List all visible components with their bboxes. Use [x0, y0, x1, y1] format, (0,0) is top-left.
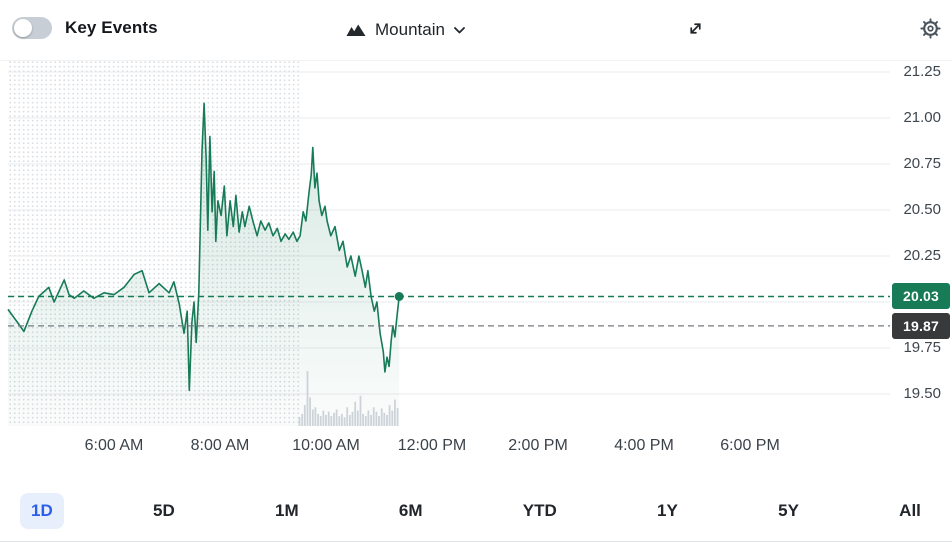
price-chart[interactable] [0, 61, 952, 433]
range-tab-1y[interactable]: 1Y [646, 493, 689, 529]
previous-close-badge: 19.87 [892, 313, 950, 339]
range-tab-1d[interactable]: 1D [20, 493, 64, 529]
x-axis-label: 2:00 PM [508, 437, 568, 454]
x-axis-label: 6:00 PM [720, 437, 780, 454]
x-axis: 6:00 AM 8:00 AM 10:00 AM 12:00 PM 2:00 PM 4:0… [0, 434, 952, 462]
gear-icon [920, 18, 941, 39]
last-price-marker [394, 292, 404, 301]
expand-icon [690, 23, 701, 34]
y-axis-label: 20.75 [903, 155, 941, 172]
x-axis-label: 12:00 PM [397, 437, 467, 454]
current-price-badge: 20.03 [892, 283, 950, 309]
price-line [7, 102, 400, 392]
current-price-value: 20.03 [902, 288, 940, 304]
chevron-down-icon [454, 26, 465, 33]
x-axis-label: 10:00 AM [292, 437, 360, 454]
key-events-control: Key Events [12, 17, 158, 39]
range-tab-ytd[interactable]: YTD [512, 493, 568, 529]
x-axis-label: 8:00 AM [190, 437, 250, 454]
range-tab-5d[interactable]: 5D [142, 493, 186, 529]
range-tab-all[interactable]: All [888, 493, 932, 529]
key-events-label: Key Events [65, 18, 158, 37]
range-selector: 1D 5D 1M 6M YTD 1Y 5Y All [0, 487, 952, 535]
mountain-icon [346, 24, 366, 36]
previous-close-value: 19.87 [902, 318, 940, 334]
y-axis-label: 21.25 [903, 63, 941, 80]
y-axis-label: 21.00 [903, 109, 941, 126]
chart-type-selector[interactable]: Mountain [346, 14, 465, 46]
y-axis-label: 20.25 [903, 247, 941, 264]
key-events-toggle[interactable] [12, 17, 52, 39]
x-axis-label: 4:00 PM [614, 437, 674, 454]
y-axis-label: 19.50 [903, 385, 941, 402]
range-tab-1m[interactable]: 1M [264, 493, 310, 529]
range-tab-5y[interactable]: 5Y [767, 493, 810, 529]
chart-area[interactable]: 20.03 19.87 21.25 21.00 20.75 20.50 20.25 19.… [0, 60, 952, 432]
chart-type-label: Mountain [375, 20, 445, 39]
y-axis-label: 20.50 [903, 201, 941, 218]
range-tab-6m[interactable]: 6M [388, 493, 434, 529]
volume-bars [298, 371, 399, 427]
settings-button[interactable] [917, 15, 944, 42]
chart-toolbar: Key Events Mountain [0, 0, 952, 60]
price-area [8, 103, 400, 427]
y-axis-label: 19.75 [903, 339, 941, 356]
toggle-knob [14, 19, 32, 37]
expand-chart-button[interactable] [684, 17, 707, 40]
x-axis-label: 6:00 AM [84, 437, 144, 454]
